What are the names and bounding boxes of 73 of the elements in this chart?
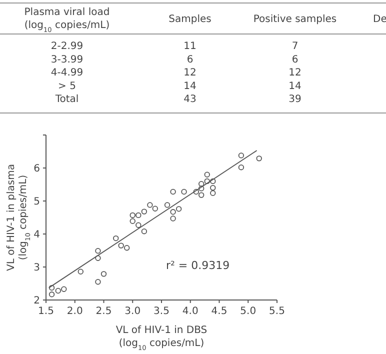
text: 7 [292, 41, 298, 52]
category-label: Positive samples [253, 14, 337, 25]
category-label: De [373, 14, 386, 25]
point [193, 188, 199, 195]
point [198, 192, 204, 198]
y-tick-label: 4 [34, 230, 40, 240]
point [147, 202, 153, 208]
point [204, 172, 210, 178]
point [256, 156, 262, 162]
text: 6 [186, 54, 194, 66]
x-tick-label: 5.0 [240, 306, 256, 317]
text: 39 [288, 94, 302, 106]
text: 12 [184, 68, 196, 79]
point [100, 271, 107, 277]
point [176, 206, 182, 212]
x-tick-label: 3.5 [154, 306, 170, 317]
point [170, 216, 176, 222]
point [238, 152, 244, 158]
point [164, 202, 170, 208]
point [210, 178, 216, 184]
point [152, 206, 158, 212]
x-tick-label: 5.5 [269, 306, 285, 317]
text: > 5 [58, 80, 76, 92]
x-tick-label: 3.0 [124, 306, 141, 317]
point [48, 284, 55, 291]
text: 6 [292, 54, 298, 66]
text: Total [55, 94, 79, 106]
text: 12 [288, 68, 302, 79]
point [95, 248, 101, 254]
text: 14 [288, 80, 302, 92]
point [48, 292, 55, 298]
category-label: Plasma viral load (log$_{10}$ copies/mL) [24, 7, 110, 34]
point [198, 186, 204, 192]
x-tick-label: 4.5 [211, 306, 228, 317]
point [210, 190, 216, 196]
text: 4-4.99 [50, 68, 84, 79]
y-tick-label: 2 [34, 296, 40, 306]
point [130, 212, 136, 218]
text: 2-2.99 [50, 41, 84, 52]
point [136, 222, 142, 228]
point [124, 245, 130, 251]
y-tick-label: 3 [34, 262, 40, 274]
y-tick-label: 6 [34, 164, 40, 174]
point [210, 184, 216, 191]
x-tick-label: 1.5 [38, 306, 54, 317]
annotation: r² = 0.9319 [166, 259, 230, 272]
point [95, 279, 101, 285]
point [198, 180, 204, 187]
point [238, 164, 244, 170]
text: 43 [184, 94, 196, 106]
point [130, 218, 136, 224]
x-axis-title: VL of HIV-1 in DBS (log$_{10}$ copies/mL) [116, 325, 208, 352]
point [95, 255, 101, 261]
text: 14 [184, 80, 196, 92]
point [113, 235, 119, 242]
point [118, 242, 124, 248]
point [78, 268, 84, 274]
point [204, 178, 210, 184]
x-tick-label: 2.0 [66, 306, 83, 317]
category-label: Samples [168, 14, 212, 25]
x-tick-label: 2.5 [96, 306, 112, 317]
point [141, 208, 148, 214]
point [170, 188, 176, 195]
point [136, 212, 142, 218]
text: 11 [184, 41, 196, 52]
text: 3-3.99 [50, 54, 84, 66]
x-tick-label: 4.0 [182, 306, 198, 317]
point [141, 228, 148, 234]
point [61, 286, 67, 292]
y-tick-label: 5 [34, 196, 40, 208]
point [170, 209, 176, 215]
point [181, 188, 187, 195]
point [55, 288, 61, 294]
